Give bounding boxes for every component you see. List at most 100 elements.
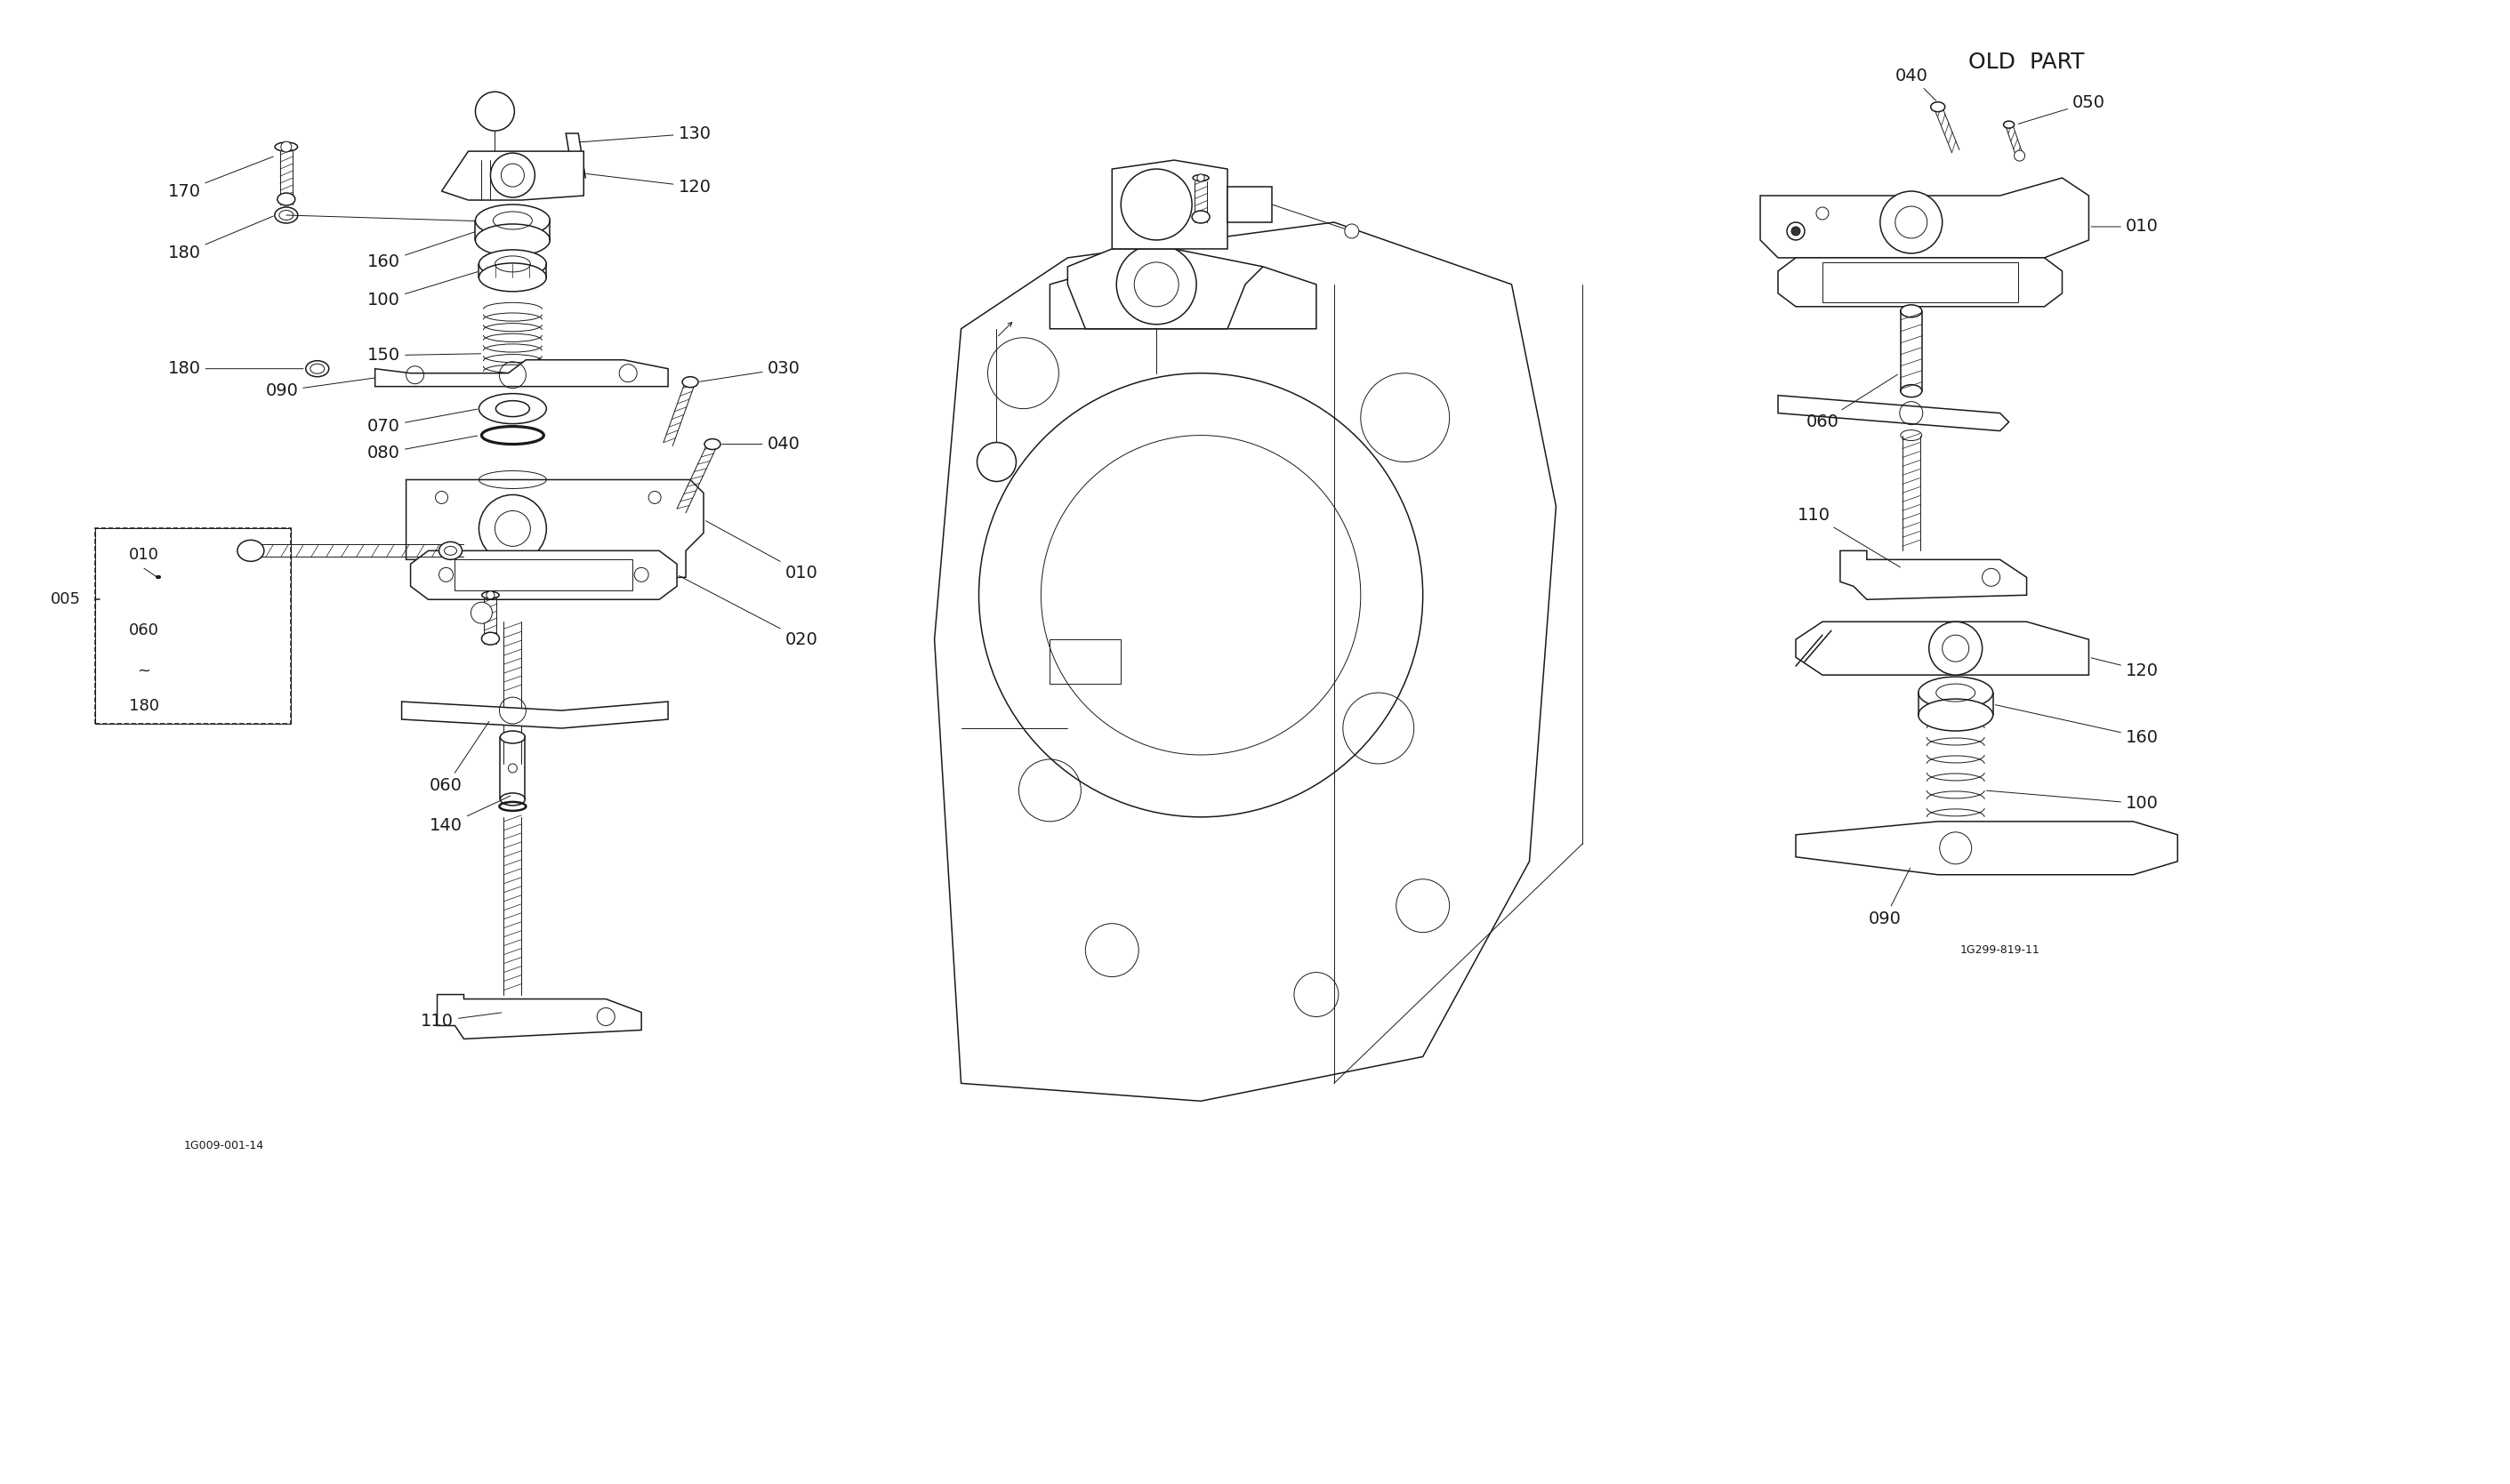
Text: 150: 150 bbox=[366, 347, 482, 364]
Text: 010: 010 bbox=[705, 521, 818, 582]
Text: 120: 120 bbox=[2091, 657, 2159, 680]
Polygon shape bbox=[1795, 822, 2179, 874]
Circle shape bbox=[474, 92, 515, 131]
Text: A: A bbox=[991, 456, 1001, 467]
Bar bbox=[454, 559, 633, 591]
Circle shape bbox=[648, 491, 660, 503]
Circle shape bbox=[1895, 206, 1928, 239]
Ellipse shape bbox=[497, 401, 530, 417]
Text: 180: 180 bbox=[168, 217, 274, 261]
Polygon shape bbox=[1840, 551, 2026, 600]
Circle shape bbox=[489, 153, 535, 197]
Text: 040: 040 bbox=[723, 436, 801, 453]
Polygon shape bbox=[1777, 258, 2063, 307]
Ellipse shape bbox=[1918, 677, 1993, 709]
Text: 1G009-001-14: 1G009-001-14 bbox=[183, 1140, 264, 1152]
Polygon shape bbox=[437, 994, 643, 1039]
Circle shape bbox=[1787, 223, 1805, 240]
Circle shape bbox=[1930, 622, 1983, 675]
Text: 180: 180 bbox=[128, 697, 158, 714]
Circle shape bbox=[472, 603, 492, 623]
Text: 060: 060 bbox=[128, 623, 158, 638]
Text: 090: 090 bbox=[266, 378, 374, 399]
Text: ~: ~ bbox=[138, 662, 151, 678]
Polygon shape bbox=[1067, 249, 1263, 329]
Circle shape bbox=[281, 141, 291, 151]
Text: 170: 170 bbox=[168, 157, 274, 200]
Circle shape bbox=[1197, 174, 1205, 181]
Circle shape bbox=[494, 510, 530, 546]
Ellipse shape bbox=[479, 263, 547, 291]
Ellipse shape bbox=[474, 224, 550, 257]
Ellipse shape bbox=[238, 540, 264, 561]
Text: 100: 100 bbox=[366, 272, 477, 309]
Ellipse shape bbox=[474, 205, 550, 236]
Ellipse shape bbox=[482, 592, 499, 598]
Polygon shape bbox=[934, 223, 1556, 1101]
Circle shape bbox=[502, 163, 525, 187]
Text: 100: 100 bbox=[1985, 791, 2159, 812]
Ellipse shape bbox=[479, 393, 547, 424]
Ellipse shape bbox=[439, 542, 462, 559]
Bar bbox=[95, 528, 291, 724]
Bar bbox=[1822, 263, 2018, 303]
Ellipse shape bbox=[1900, 304, 1923, 318]
Ellipse shape bbox=[479, 249, 547, 278]
Polygon shape bbox=[442, 151, 585, 200]
Circle shape bbox=[1345, 224, 1358, 239]
Text: A: A bbox=[489, 105, 499, 117]
Text: 010: 010 bbox=[2091, 218, 2159, 234]
Text: 110: 110 bbox=[422, 1012, 502, 1030]
Ellipse shape bbox=[1192, 211, 1210, 223]
Circle shape bbox=[479, 494, 547, 562]
Text: 010: 010 bbox=[128, 548, 158, 562]
Text: 060: 060 bbox=[429, 721, 489, 794]
Text: 020: 020 bbox=[680, 576, 818, 649]
Text: 060: 060 bbox=[1807, 374, 1898, 430]
Circle shape bbox=[487, 591, 494, 600]
Ellipse shape bbox=[1192, 175, 1210, 181]
Text: 080: 080 bbox=[366, 436, 477, 462]
Text: 160: 160 bbox=[1995, 705, 2159, 745]
Text: 030: 030 bbox=[700, 361, 801, 381]
Ellipse shape bbox=[444, 546, 457, 555]
Text: 140: 140 bbox=[429, 795, 510, 834]
Polygon shape bbox=[1795, 622, 2088, 675]
Text: 090: 090 bbox=[1867, 868, 1910, 928]
Ellipse shape bbox=[1918, 699, 1993, 732]
Ellipse shape bbox=[279, 193, 296, 205]
Text: 180: 180 bbox=[168, 361, 304, 377]
Text: 1G299-819-11: 1G299-819-11 bbox=[1960, 944, 2041, 956]
Polygon shape bbox=[1777, 395, 2008, 430]
Ellipse shape bbox=[279, 211, 294, 220]
Circle shape bbox=[434, 554, 447, 565]
Bar bbox=[1049, 640, 1122, 684]
Ellipse shape bbox=[274, 208, 299, 223]
Circle shape bbox=[1792, 227, 1800, 236]
Polygon shape bbox=[1760, 178, 2088, 258]
Circle shape bbox=[2013, 150, 2026, 162]
Text: OLD  PART: OLD PART bbox=[1968, 52, 2086, 73]
Polygon shape bbox=[1112, 160, 1227, 249]
Polygon shape bbox=[374, 359, 668, 386]
Ellipse shape bbox=[311, 364, 324, 374]
Ellipse shape bbox=[1900, 384, 1923, 398]
Ellipse shape bbox=[683, 377, 698, 387]
Text: 070: 070 bbox=[366, 410, 477, 435]
Polygon shape bbox=[1049, 267, 1315, 329]
Circle shape bbox=[1817, 208, 1830, 220]
Text: 040: 040 bbox=[1895, 67, 1935, 101]
Polygon shape bbox=[407, 479, 703, 577]
Ellipse shape bbox=[482, 632, 499, 646]
Circle shape bbox=[1880, 191, 1943, 254]
Polygon shape bbox=[1227, 187, 1273, 223]
Text: 050: 050 bbox=[2018, 93, 2106, 123]
Ellipse shape bbox=[276, 142, 299, 151]
Ellipse shape bbox=[2003, 122, 2013, 128]
Ellipse shape bbox=[1930, 102, 1945, 111]
Circle shape bbox=[434, 491, 447, 503]
Text: 005: 005 bbox=[50, 592, 80, 607]
Text: 120: 120 bbox=[587, 174, 710, 196]
Ellipse shape bbox=[306, 361, 329, 377]
Bar bbox=[95, 528, 291, 724]
